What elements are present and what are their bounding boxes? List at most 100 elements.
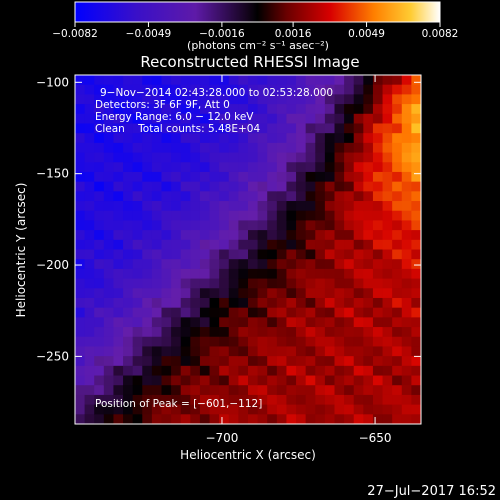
heatmap-cell	[228, 288, 239, 299]
heatmap-cell	[372, 288, 384, 299]
heatmap-cell	[401, 142, 412, 154]
heatmap-cell	[132, 181, 143, 192]
heatmap-cell	[363, 327, 374, 338]
heatmap-cell	[84, 394, 95, 406]
heatmap-cell	[219, 162, 230, 173]
heatmap-cell	[123, 104, 134, 115]
heatmap-cell	[151, 191, 163, 202]
heatmap-cell	[151, 404, 163, 415]
heatmap-cell	[392, 152, 403, 163]
heatmap-cell	[276, 394, 288, 406]
heatmap-cell	[238, 375, 249, 386]
heatmap-cell	[161, 142, 172, 154]
heatmap-cell	[305, 365, 316, 377]
heatmap-cell	[324, 133, 336, 144]
heatmap-cell	[75, 220, 86, 231]
heatmap-cell	[257, 94, 268, 105]
heatmap-cell	[296, 239, 307, 251]
heatmap-cell	[372, 162, 384, 173]
heatmap-cell	[161, 230, 172, 241]
heatmap-cell	[171, 84, 182, 95]
heatmap-cell	[401, 191, 412, 202]
heatmap-cell	[286, 278, 297, 289]
heatmap-cell	[219, 210, 230, 222]
heatmap-cell	[199, 171, 211, 183]
heatmap-cell	[103, 394, 115, 406]
heatmap-cell	[171, 210, 182, 222]
heatmap-cell	[372, 297, 384, 309]
heatmap-cell	[75, 385, 86, 396]
heatmap-cell	[228, 84, 239, 95]
heatmap-cell	[334, 181, 345, 192]
heatmap-cell	[75, 94, 86, 105]
heatmap-cell	[123, 288, 134, 299]
heatmap-cell	[94, 220, 105, 231]
heatmap-cell	[171, 346, 182, 357]
heatmap-cell	[344, 210, 355, 222]
heatmap-cell	[123, 249, 134, 260]
heatmap-cell	[151, 278, 163, 289]
heatmap-cell	[257, 356, 268, 367]
heatmap-cell	[103, 356, 115, 367]
heatmap-cell	[392, 346, 403, 357]
colorbar-tick-label: −0.0016	[199, 28, 245, 40]
heatmap-cell	[305, 94, 316, 105]
heatmap-cell	[334, 365, 345, 377]
heatmap-cell	[411, 414, 421, 424]
heatmap-cell	[324, 142, 336, 154]
heatmap-cell	[161, 375, 172, 386]
heatmap-cell	[190, 346, 201, 357]
heatmap-cell	[103, 152, 115, 163]
heatmap-cell	[334, 278, 345, 289]
heatmap-cell	[142, 278, 153, 289]
heatmap-cell	[103, 123, 115, 134]
heatmap-cell	[199, 142, 211, 154]
heatmap-cell	[75, 113, 86, 125]
heatmap-cell	[113, 365, 124, 377]
heatmap-cell	[209, 142, 220, 154]
heatmap-cell	[401, 181, 412, 192]
heatmap-cell	[286, 249, 297, 260]
heatmap-cell	[401, 336, 412, 348]
heatmap-cell	[305, 249, 316, 260]
heatmap-cell	[113, 94, 124, 105]
heatmap-cell	[286, 336, 297, 348]
heatmap-cell	[199, 162, 211, 173]
heatmap-cell	[276, 230, 288, 241]
heatmap-cell	[209, 249, 220, 260]
heatmap-cell	[401, 171, 412, 183]
heatmap-cell	[190, 94, 201, 105]
heatmap-cell	[363, 249, 374, 260]
heatmap-cell	[248, 394, 259, 406]
x-tick-label: −700	[205, 431, 238, 445]
heatmap-cell	[411, 181, 421, 192]
heatmap-cell	[151, 171, 163, 183]
heatmap-cell	[123, 414, 134, 424]
heatmap-cell	[123, 133, 134, 144]
heatmap-cell	[94, 133, 105, 144]
heatmap-cell	[190, 84, 201, 95]
heatmap-cell	[180, 404, 191, 415]
heatmap-cell	[209, 123, 220, 134]
heatmap-cell	[392, 259, 403, 270]
heatmap-cell	[382, 404, 393, 415]
heatmap-cell	[296, 259, 307, 270]
heatmap-cell	[103, 259, 115, 270]
heatmap-cell	[392, 278, 403, 289]
heatmap-cell	[344, 327, 355, 338]
heatmap-cell	[296, 171, 307, 183]
heatmap-cell	[411, 133, 421, 144]
heatmap-cell	[267, 133, 278, 144]
heatmap-cell	[286, 123, 297, 134]
heatmap-cell	[392, 394, 403, 406]
heatmap-cell	[257, 414, 268, 424]
heatmap-cell	[401, 268, 412, 280]
heatmap-cell	[286, 171, 297, 183]
heatmap-cell	[161, 133, 172, 144]
heatmap-cell	[209, 220, 220, 231]
heatmap-cell	[190, 249, 201, 260]
heatmap-cell	[75, 327, 86, 338]
heatmap-cell	[286, 268, 297, 280]
heatmap-cell	[382, 394, 393, 406]
heatmap-cell	[324, 356, 336, 367]
